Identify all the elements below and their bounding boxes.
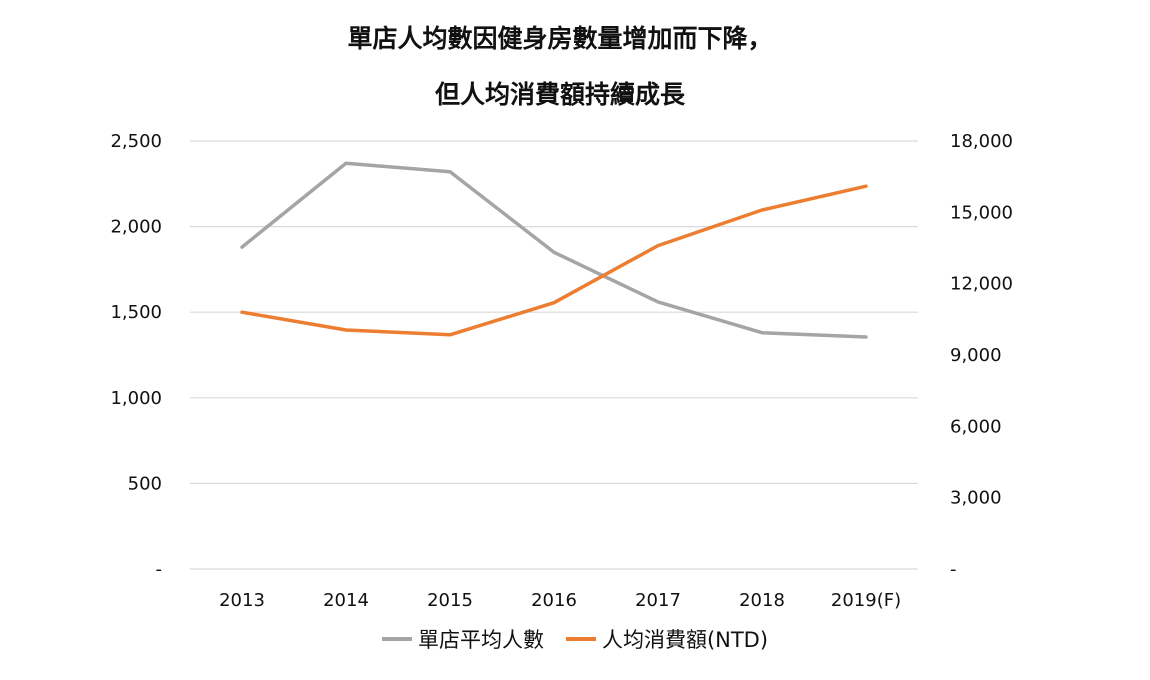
y-left-tick-label: 1,000	[110, 388, 162, 409]
y-left-tick-label: 2,500	[110, 131, 162, 152]
legend-swatch-spend	[565, 637, 596, 641]
y-right-tick-label: 6,000	[950, 416, 1002, 437]
y-left-tick-label: -	[156, 559, 163, 580]
legend-item-spend: 人均消費額(NTD)	[565, 624, 769, 654]
y-right-tick-label: -	[950, 559, 957, 580]
chart-subtitle: 但人均消費額持續成長	[434, 80, 685, 109]
legend-label-store-avg: 單店平均人數	[417, 628, 544, 652]
legend: 單店平均人數 人均消費額(NTD)	[0, 624, 1150, 654]
x-tick-label: 2013	[219, 590, 265, 611]
y-right-tick-label: 15,000	[950, 202, 1013, 223]
chart-title: 單店人均數因健身房數量增加而下降，	[347, 24, 773, 53]
y-right-tick-label: 18,000	[950, 131, 1013, 152]
series-line-store-avg	[240, 161, 868, 339]
y-right-tick-label: 12,000	[950, 274, 1013, 295]
x-tick-label: 2014	[323, 590, 369, 611]
x-tick-label: 2018	[739, 590, 785, 611]
x-tick-label: 2019(F)	[831, 590, 901, 611]
x-tick-label: 2016	[531, 590, 577, 611]
legend-item-store-avg: 單店平均人數	[381, 624, 544, 654]
x-tick-label: 2017	[635, 590, 681, 611]
series-line-spend	[240, 184, 868, 337]
y-right-tick-label: 9,000	[950, 345, 1002, 366]
y-left-tick-label: 1,500	[110, 302, 162, 323]
legend-label-spend: 人均消費額(NTD)	[601, 628, 769, 652]
y-left-tick-label: 500	[128, 473, 162, 494]
legend-swatch-store-avg	[381, 637, 412, 641]
y-left-tick-label: 2,000	[110, 217, 162, 238]
y-right-tick-label: 3,000	[950, 488, 1002, 509]
x-tick-label: 2015	[427, 590, 473, 611]
